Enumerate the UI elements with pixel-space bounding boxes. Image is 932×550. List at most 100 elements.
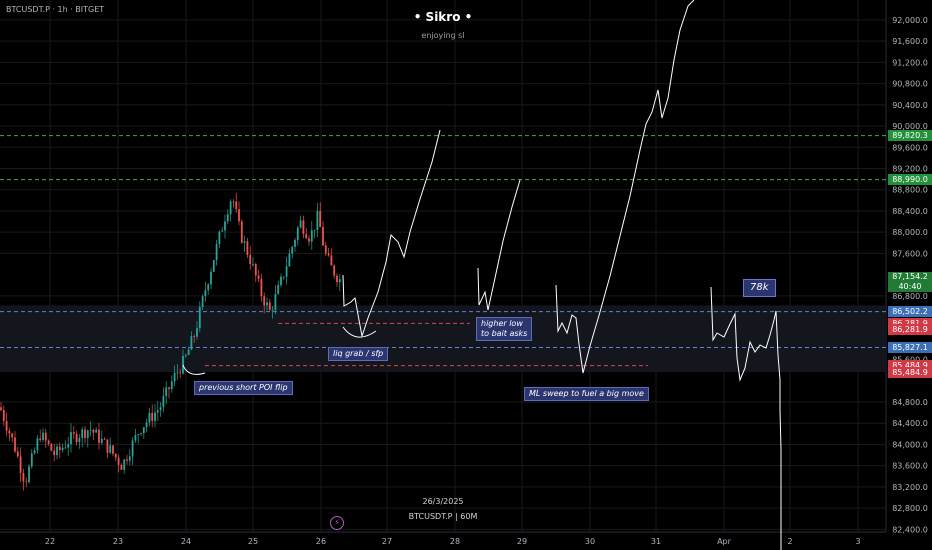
time-tick-label: 25 <box>248 537 258 546</box>
candle-body <box>30 453 33 467</box>
price-tag[interactable]: 85,484.9 <box>888 366 932 378</box>
candle-body <box>137 434 140 436</box>
candle-body <box>134 435 137 441</box>
projection-path-2[interactable] <box>477 179 521 311</box>
price-tick-label: 90,000.0 <box>892 122 928 131</box>
projection-path-1[interactable] <box>342 129 441 338</box>
price-tick-label: 84,000.0 <box>892 440 928 449</box>
candle-body <box>19 456 22 473</box>
candle-body <box>246 241 249 255</box>
lightning-icon[interactable]: ⚡ <box>330 516 344 530</box>
price-tag[interactable]: 86,281.9 <box>888 324 932 336</box>
candle-body <box>266 302 268 306</box>
time-tick-label: 27 <box>382 537 392 546</box>
price-tick-label: 84,800.0 <box>892 398 928 407</box>
candle-body <box>240 221 243 243</box>
candle-body <box>67 444 70 448</box>
candle-body <box>232 201 235 203</box>
candlestick-series <box>0 192 341 491</box>
projection-drawings[interactable] <box>182 0 782 550</box>
candle-body <box>215 244 218 261</box>
price-tag[interactable]: 86,281.9 <box>888 317 932 329</box>
price-tick-label: 91,600.0 <box>892 37 928 46</box>
price-tag[interactable]: 88,990.0 <box>888 174 932 186</box>
price-tick-label: 92,000.0 <box>892 16 928 25</box>
note-previous-short[interactable]: previous short POI flip <box>194 381 293 395</box>
drawing-arc-poi[interactable] <box>182 364 206 375</box>
candle-body <box>179 372 182 374</box>
candle-body <box>142 427 145 434</box>
candle-body <box>84 429 86 438</box>
candle-body <box>98 429 100 443</box>
time-tick-label: 29 <box>517 537 527 546</box>
candle-body <box>33 450 36 454</box>
candle-body <box>330 255 333 266</box>
projection-path-4[interactable] <box>710 286 782 550</box>
candle-body <box>78 438 81 443</box>
candle-body <box>187 349 190 355</box>
candle-body <box>229 201 232 215</box>
price-tag[interactable]: 85,484.9 <box>888 360 932 372</box>
price-tick-label: 87,600.0 <box>892 249 928 258</box>
price-tag[interactable]: 85,827.1 <box>888 341 932 353</box>
candle-body <box>319 211 322 227</box>
candle-body <box>173 372 176 382</box>
candle-body <box>184 354 187 356</box>
horizontal-levels[interactable] <box>0 135 886 367</box>
candle-body <box>36 438 39 451</box>
chart-title: • Sikro • <box>413 10 473 24</box>
note-ml-sweep[interactable]: ML sweep to fuel a big move <box>524 387 649 401</box>
candle-body <box>268 302 271 310</box>
candle-body <box>224 221 226 231</box>
price-tag[interactable]: 86,502.2 <box>888 306 932 318</box>
candle-body <box>338 279 341 283</box>
candle-body <box>0 407 2 411</box>
candle-body <box>204 290 207 297</box>
candle-body <box>294 240 296 247</box>
poi-zone <box>0 305 886 373</box>
candle-body <box>288 253 291 267</box>
candle-body <box>308 238 310 242</box>
candle-body <box>100 438 103 443</box>
price-tick-label: 88,000.0 <box>892 228 928 237</box>
chart-subtitle: enjoying sl <box>421 31 465 40</box>
note-liq-grab[interactable]: liq grab / sfp <box>328 347 389 361</box>
candle-body <box>120 464 123 470</box>
price-tag[interactable]: 89,820.3 <box>888 130 932 142</box>
candle-body <box>168 387 170 390</box>
price-tick-label: 83,200.0 <box>892 483 928 492</box>
time-tick-label: 26 <box>316 537 326 546</box>
drawing-arc-liq[interactable] <box>342 326 377 338</box>
candle-body <box>327 253 330 256</box>
projection-path-3[interactable] <box>555 0 695 374</box>
candle-body <box>117 457 120 465</box>
price-tick-label: 82,800.0 <box>892 504 928 513</box>
candle-body <box>131 440 134 457</box>
time-tick-label: 24 <box>181 537 191 546</box>
candle-body <box>162 396 165 408</box>
time-tick-label: Apr <box>717 537 732 546</box>
note-higher-low-line1: higher low <box>481 319 523 328</box>
candle-body <box>274 293 277 310</box>
candle-body <box>75 433 78 443</box>
candle-body <box>28 466 30 483</box>
candle-body <box>235 201 238 210</box>
price-tag[interactable]: 87,154.2 40:40 <box>888 272 932 293</box>
candle-body <box>299 220 302 228</box>
time-tick-label: 2 <box>787 537 792 546</box>
candle-body <box>159 407 162 411</box>
price-tick-label: 91,200.0 <box>892 58 928 67</box>
note-target[interactable]: 78k <box>743 279 776 297</box>
candle-body <box>201 296 204 308</box>
symbol-header[interactable]: BTCUSDT.P · 1h · BITGET <box>6 5 105 14</box>
candle-body <box>156 410 159 413</box>
time-axis[interactable]: 22 23 24 25 26 27 28 29 30 31 Apr 2 3 <box>45 537 861 546</box>
candle-body <box>154 412 156 421</box>
candle-body <box>95 429 98 433</box>
candle-body <box>114 453 117 458</box>
price-axis[interactable]: 92,000.0 91,600.0 91,200.0 90,800.0 90,400.0… <box>892 16 928 534</box>
candle-body <box>89 429 92 431</box>
candle-body <box>260 278 263 297</box>
note-higher-low[interactable]: higher low to bait asks <box>476 317 533 341</box>
